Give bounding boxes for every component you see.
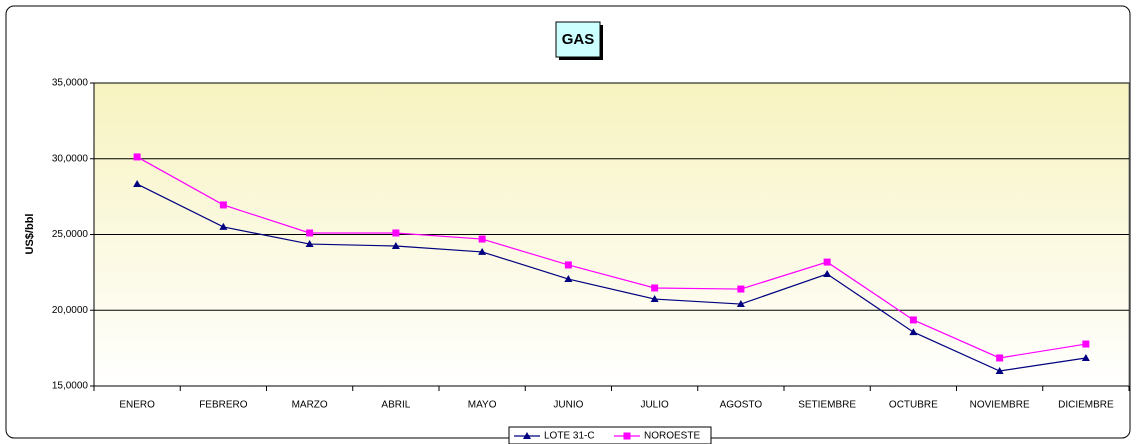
x-tick-label: ENERO	[119, 400, 155, 411]
chart-title: GAS	[562, 31, 595, 48]
marker	[523, 432, 531, 439]
legend-box	[508, 426, 712, 444]
series-line	[136, 183, 1086, 372]
x-tick-label: MAYO	[468, 400, 497, 411]
x-tick-label: OCTUBRE	[889, 400, 938, 411]
marker	[736, 300, 745, 308]
y-tick-label: 30,0000	[52, 153, 89, 164]
marker	[478, 235, 486, 243]
marker	[1082, 340, 1090, 348]
marker	[219, 222, 228, 230]
marker	[737, 285, 745, 293]
marker	[306, 229, 314, 237]
marker	[564, 261, 572, 269]
y-axis-label: US$/bbl	[24, 214, 36, 255]
legend-label: NOROESTE	[644, 431, 700, 442]
marker	[651, 284, 659, 292]
marker	[823, 258, 831, 266]
marker	[623, 432, 631, 440]
marker	[564, 275, 573, 283]
marker	[305, 240, 314, 248]
marker	[995, 367, 1004, 375]
x-tick-label: ABRIL	[381, 400, 410, 411]
marker	[823, 270, 832, 278]
marker	[219, 201, 227, 209]
x-tick-label: FEBRERO	[199, 400, 248, 411]
title-box	[555, 21, 601, 58]
y-tick-label: 15,0000	[52, 381, 89, 392]
marker	[391, 242, 400, 250]
y-tick-label: 25,0000	[52, 229, 89, 240]
marker	[996, 354, 1004, 362]
marker	[650, 295, 659, 303]
x-tick-label: SETIEMBRE	[798, 400, 856, 411]
marker	[909, 316, 917, 324]
legend-label: LOTE 31-C	[544, 431, 595, 442]
series-line	[136, 156, 1086, 359]
x-tick-label: DICIEMBRE	[1058, 400, 1114, 411]
marker	[133, 153, 141, 161]
x-tick-label: NOVIEMBRE	[970, 400, 1030, 411]
y-tick-label: 20,0000	[52, 305, 89, 316]
x-tick-label: JULIO	[640, 400, 669, 411]
marker	[392, 229, 400, 237]
x-tick-label: MARZO	[292, 400, 328, 411]
marker	[1081, 353, 1090, 361]
x-tick-label: JUNIO	[553, 400, 583, 411]
marker	[478, 247, 487, 255]
marker	[909, 328, 918, 336]
y-tick-label: 35,0000	[52, 78, 89, 89]
x-tick-label: AGOSTO	[720, 400, 763, 411]
marker	[133, 180, 142, 188]
